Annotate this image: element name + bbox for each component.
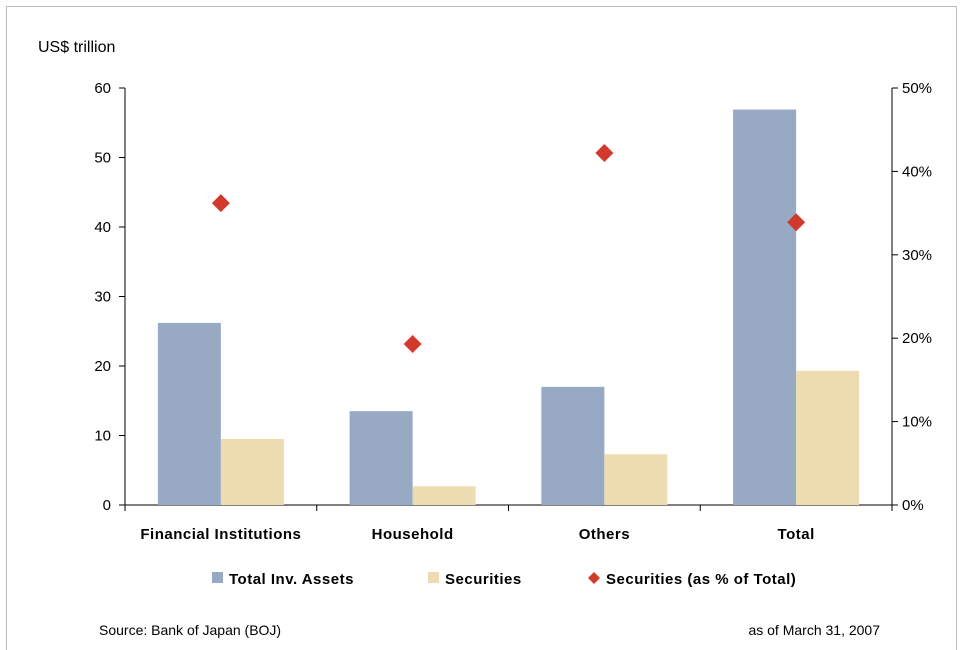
category-label: Others <box>579 526 630 543</box>
point <box>595 144 614 163</box>
tick-labels: 0 10 20 30 40 50 60 0% 10% 20% 30% 40% 50% <box>94 80 932 514</box>
category-labels: Financial Institutions Household Others Tot… <box>140 526 814 543</box>
left-tick-label: 50 <box>94 150 111 167</box>
point <box>403 335 422 354</box>
right-tick-label: 40% <box>902 163 932 180</box>
left-tick-label: 0 <box>103 497 111 514</box>
category-label: Financial Institutions <box>140 526 301 543</box>
bar <box>604 454 668 505</box>
markers <box>211 144 806 354</box>
bar <box>220 438 284 505</box>
right-tick-label: 20% <box>902 330 932 347</box>
left-tick-label: 10 <box>94 428 111 445</box>
source-note: Source: Bank of Japan (BOJ) <box>99 622 281 638</box>
y-unit-label: US$ trillion <box>38 39 115 56</box>
bar <box>733 109 797 506</box>
left-tick-label: 60 <box>94 80 111 97</box>
legend-swatch <box>428 572 439 583</box>
point <box>211 194 230 213</box>
category-label: Total <box>778 526 815 543</box>
bar <box>157 322 221 505</box>
left-tick-label: 20 <box>94 358 111 375</box>
chart-frame <box>6 6 957 650</box>
legend-label: Securities (as % of Total) <box>606 571 796 588</box>
bar <box>349 411 413 505</box>
legend: Total Inv. Assets Securities Securities (a… <box>212 571 796 588</box>
left-tick-label: 40 <box>94 219 111 236</box>
legend-label: Total Inv. Assets <box>229 571 354 588</box>
bar <box>796 370 860 505</box>
left-tick-label: 30 <box>94 289 111 306</box>
right-tick-label: 30% <box>902 247 932 264</box>
right-tick-label: 50% <box>902 80 932 97</box>
legend-swatch <box>212 572 223 583</box>
point <box>787 213 806 232</box>
bar <box>412 486 476 505</box>
right-tick-label: 10% <box>902 414 932 431</box>
right-tick-label: 0% <box>902 497 924 514</box>
legend-swatch <box>588 572 600 584</box>
category-label: Household <box>372 526 454 543</box>
bar <box>541 386 605 505</box>
legend-label: Securities <box>445 571 522 588</box>
bars <box>157 109 860 506</box>
as-of-note: as of March 31, 2007 <box>748 622 880 638</box>
